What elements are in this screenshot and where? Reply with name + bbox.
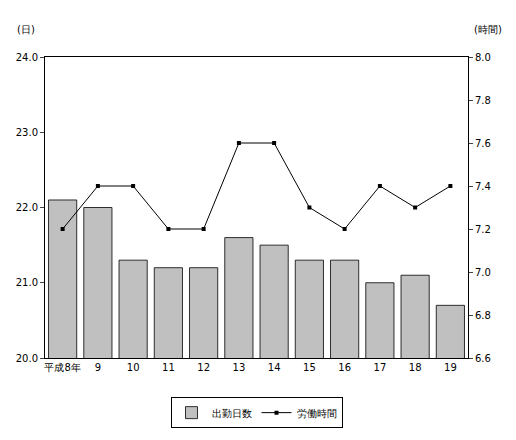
svg-text:労働時間: 労働時間 bbox=[297, 408, 337, 419]
svg-text:12: 12 bbox=[197, 362, 210, 373]
svg-text:16: 16 bbox=[338, 362, 351, 373]
svg-text:8.0: 8.0 bbox=[475, 52, 491, 63]
svg-text:22.0: 22.0 bbox=[16, 202, 38, 213]
svg-text:13: 13 bbox=[233, 362, 246, 373]
svg-text:7.0: 7.0 bbox=[475, 267, 491, 278]
svg-text:7.2: 7.2 bbox=[475, 224, 491, 235]
svg-text:(時間): (時間) bbox=[474, 24, 502, 35]
svg-text:24.0: 24.0 bbox=[16, 52, 38, 63]
svg-text:19: 19 bbox=[444, 362, 457, 373]
svg-text:21.0: 21.0 bbox=[16, 277, 38, 288]
svg-text:7.4: 7.4 bbox=[475, 181, 491, 192]
svg-text:14: 14 bbox=[268, 362, 281, 373]
svg-text:(日): (日) bbox=[17, 24, 35, 35]
svg-text:7.8: 7.8 bbox=[475, 95, 491, 106]
svg-text:7.6: 7.6 bbox=[475, 138, 491, 149]
svg-text:6.8: 6.8 bbox=[475, 310, 491, 321]
svg-text:9: 9 bbox=[95, 362, 101, 373]
svg-text:15: 15 bbox=[303, 362, 316, 373]
svg-text:20.0: 20.0 bbox=[16, 353, 38, 364]
svg-text:出勤日数: 出勤日数 bbox=[212, 408, 252, 419]
svg-text:23.0: 23.0 bbox=[16, 127, 38, 138]
svg-text:平成8年: 平成8年 bbox=[44, 362, 80, 373]
svg-text:11: 11 bbox=[162, 362, 175, 373]
svg-text:17: 17 bbox=[374, 362, 387, 373]
svg-text:18: 18 bbox=[409, 362, 422, 373]
svg-text:10: 10 bbox=[127, 362, 140, 373]
svg-text:6.6: 6.6 bbox=[475, 353, 491, 364]
